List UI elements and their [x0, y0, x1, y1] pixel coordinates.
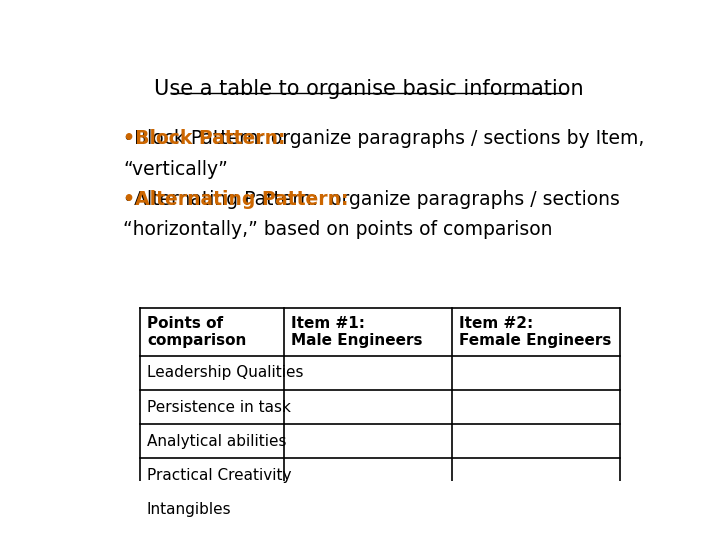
Text: Points of
comparison: Points of comparison	[147, 316, 246, 348]
Text: Item #1:
Male Engineers: Item #1: Male Engineers	[291, 316, 423, 348]
Text: “vertically”: “vertically”	[124, 160, 228, 179]
Text: Analytical abilities: Analytical abilities	[147, 434, 287, 449]
Text: •Alternating Pattern:: •Alternating Pattern:	[124, 190, 349, 209]
Text: Intangibles: Intangibles	[147, 502, 232, 517]
Text: “horizontally,” based on points of comparison: “horizontally,” based on points of compa…	[124, 220, 553, 239]
Text: Use a table to organise basic information: Use a table to organise basic informatio…	[154, 79, 584, 99]
Text: •Block Pattern:: •Block Pattern:	[124, 129, 286, 149]
Text: Leadership Qualities: Leadership Qualities	[147, 366, 303, 380]
Text: Practical Creativity: Practical Creativity	[147, 468, 292, 483]
Text: •Alternating Pattern:  organize paragraphs / sections: •Alternating Pattern: organize paragraph…	[124, 190, 621, 209]
Text: Item #2:
Female Engineers: Item #2: Female Engineers	[459, 316, 611, 348]
Text: Persistence in task: Persistence in task	[147, 400, 291, 415]
Text: •Block Pattern: organize paragraphs / sections by Item,: •Block Pattern: organize paragraphs / se…	[124, 129, 645, 149]
